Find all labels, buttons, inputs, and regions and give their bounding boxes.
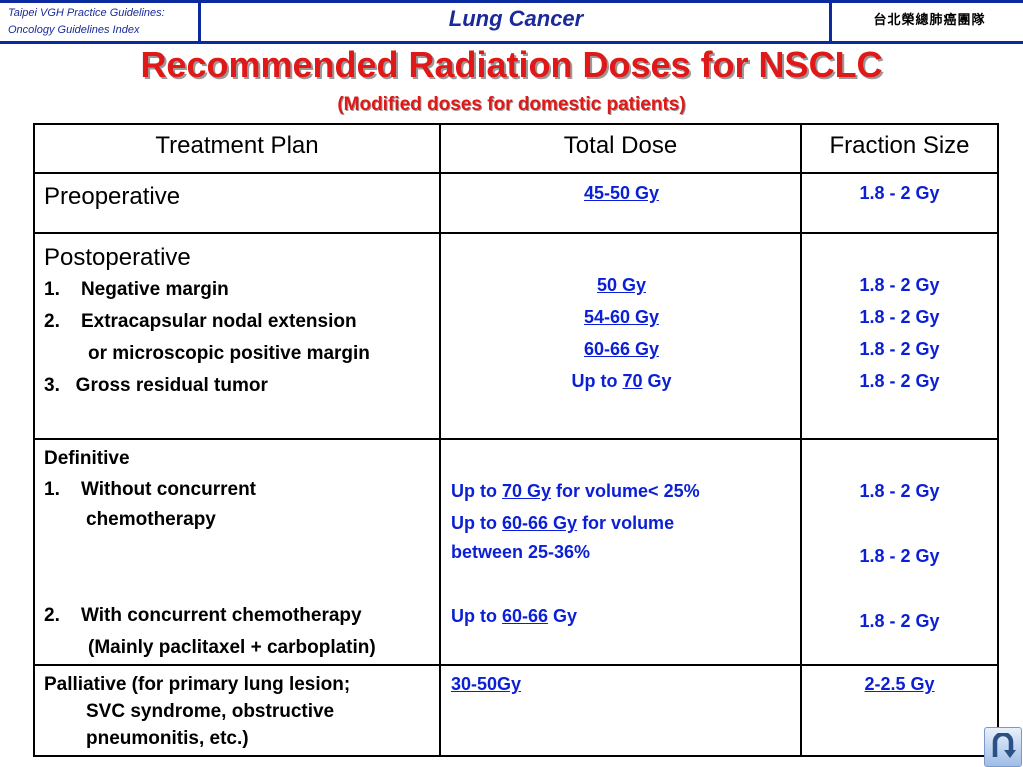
header-fraction-size: Fraction Size (829, 132, 970, 159)
dose-text: between 25-36% (451, 542, 591, 562)
palliative-plan: Palliative (for primary lung lesion; SVC… (44, 671, 439, 752)
dose-text: Up to (451, 481, 502, 501)
slide-header: Taipei VGH Practice Guidelines: Oncology… (0, 0, 1023, 44)
list-item: (Mainly paclitaxel + carboplatin) (88, 637, 376, 658)
table-border-left (33, 123, 35, 757)
table-row-divider (33, 438, 999, 440)
fraction-value: 1.8 - 2 Gy (859, 371, 940, 391)
dose-link[interactable]: 70 (622, 371, 643, 391)
fraction-value: 1.8 - 2 Gy (859, 546, 940, 566)
list-item: 1. Without concurrent (44, 479, 256, 500)
definitive-dose-3: Up to 60-66 Gy (451, 600, 810, 632)
definitive-fraction-2: 1.8 - 2 Gy (802, 540, 997, 572)
list-item: 2. Extracapsular nodal extension (44, 311, 357, 332)
definitive-plan-2: 2. With concurrent chemotherapy (Mainly … (44, 600, 439, 664)
header-top-rule (0, 0, 1023, 3)
dose-link[interactable]: 60-66 (502, 606, 549, 626)
palliative-dose-link[interactable]: 30-50Gy (451, 674, 522, 694)
fraction-value: 1.8 - 2 Gy (859, 339, 940, 359)
preoperative-fraction: 1.8 - 2 Gy (859, 183, 940, 203)
header-treatment-plan: Treatment Plan (155, 132, 319, 159)
palliative-line: Palliative (for primary lung lesion; (44, 674, 351, 695)
preoperative-label: Preoperative (44, 183, 181, 210)
fraction-value: 1.8 - 2 Gy (859, 611, 940, 631)
back-button[interactable] (984, 727, 1022, 767)
header-divider-right (829, 0, 832, 44)
section-title: Lung Cancer (448, 6, 584, 31)
dose-text: Up to (571, 371, 623, 391)
dose-text: Gy (642, 371, 672, 391)
table-row-divider (33, 232, 999, 234)
postoperative-doses: 50 Gy 54-60 Gy 60-66 Gy Up to 70 Gy (442, 269, 801, 397)
page-subtitle: (Modified doses for domestic patients) (337, 94, 686, 115)
definitive-fraction-1: 1.8 - 2 Gy (802, 475, 997, 507)
table-border-right (997, 123, 999, 757)
postoperative-plan: Postoperative 1. Negative margin 2. Extr… (44, 242, 439, 402)
dose-link[interactable]: 54-60 Gy (583, 307, 660, 327)
fraction-value: 1.8 - 2 Gy (859, 307, 940, 327)
definitive-doses: Up to 70 Gy for volume< 25% Up to 60-66 … (451, 475, 810, 566)
header-divider-left (198, 0, 201, 44)
list-item: 3. Gross residual tumor (44, 375, 268, 396)
palliative-line: SVC syndrome, obstructive (86, 701, 335, 722)
definitive-plan: Definitive 1. Without concurrent chemoth… (44, 444, 439, 533)
dose-text: for volume (577, 513, 675, 533)
table-row: 45-50 Gy (442, 183, 801, 204)
list-item: 2. With concurrent chemotherapy (44, 605, 362, 626)
radiation-dose-table: Treatment Plan Total Dose Fraction Size … (33, 123, 999, 757)
dose-link[interactable]: 70 Gy (502, 481, 552, 501)
dose-text: for volume< 25% (551, 481, 700, 501)
dose-link[interactable]: 60-66 Gy (583, 339, 660, 359)
dose-text: Up to (451, 606, 502, 626)
team-name: 台北榮總肺癌團隊 (873, 13, 986, 28)
page-title: Recommended Radiation Doses for NSCLC (140, 44, 883, 85)
palliative-dose-cell: 30-50Gy (451, 671, 810, 698)
table-row-divider (33, 664, 999, 666)
guidelines-index-label[interactable]: Taipei VGH Practice Guidelines: Oncology… (8, 5, 198, 39)
table-col-divider (439, 123, 441, 757)
list-item: chemotherapy (86, 509, 216, 530)
dose-text: Gy (548, 606, 578, 626)
header-total-dose: Total Dose (563, 132, 678, 159)
table-border-top (33, 123, 999, 125)
definitive-label: Definitive (44, 448, 130, 469)
palliative-fraction-link[interactable]: 2-2.5 Gy (864, 674, 935, 694)
list-item: or microscopic positive margin (88, 343, 370, 364)
definitive-fraction-3: 1.8 - 2 Gy (802, 605, 997, 637)
u-turn-return-icon (992, 733, 1016, 758)
postoperative-label: Postoperative (44, 244, 191, 271)
dose-link[interactable]: 60-66 Gy (502, 513, 578, 533)
palliative-line: pneumonitis, etc.) (86, 728, 249, 749)
table-border-bottom (33, 755, 999, 757)
fraction-value: 1.8 - 2 Gy (859, 481, 940, 501)
list-item: 1. Negative margin (44, 279, 229, 300)
dose-text: Up to (451, 513, 502, 533)
table-row-divider (33, 172, 999, 174)
fraction-value: 1.8 - 2 Gy (859, 275, 940, 295)
postoperative-fractions: 1.8 - 2 Gy 1.8 - 2 Gy 1.8 - 2 Gy 1.8 - 2… (802, 269, 997, 397)
guidelines-title: Taipei VGH Practice Guidelines: (8, 7, 165, 19)
header-bottom-rule (0, 41, 1023, 44)
preoperative-dose-link[interactable]: 45-50 Gy (583, 183, 660, 203)
guidelines-index-link[interactable]: Oncology Guidelines Index (8, 24, 140, 36)
palliative-fraction-cell: 2-2.5 Gy (802, 671, 997, 698)
table-col-divider (800, 123, 802, 757)
dose-link[interactable]: 50 Gy (596, 275, 647, 295)
